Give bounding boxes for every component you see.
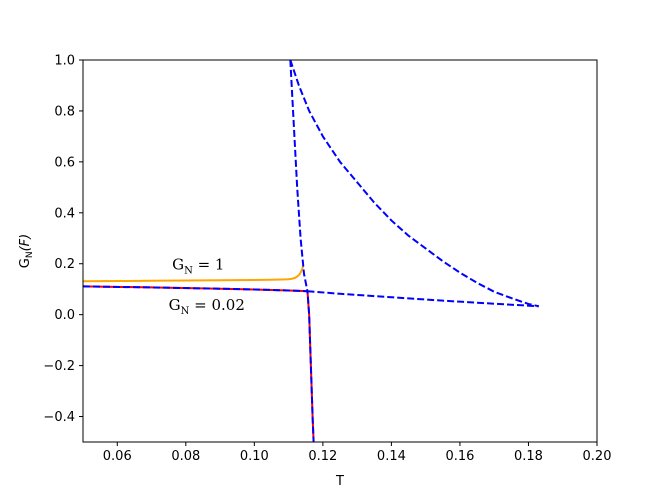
y-axis-label-main: G <box>18 258 33 268</box>
annotation-rest: = 1 <box>193 255 225 273</box>
x-tick-label: 0.12 <box>308 449 337 464</box>
annotation-1: GN = 1 <box>172 255 224 276</box>
x-tick-label: 0.14 <box>377 449 406 464</box>
x-tick-label: 0.20 <box>583 449 612 464</box>
annotation-2: GN = 0.02 <box>169 296 245 317</box>
annotation-main: G <box>169 296 181 314</box>
y-tick-label: 0.0 <box>54 308 75 323</box>
series-line-3 <box>83 285 315 442</box>
plot-frame <box>82 59 598 443</box>
series-line-1 <box>83 266 304 283</box>
x-tick-label: 0.06 <box>103 449 132 464</box>
y-tick-label: 0.8 <box>54 104 75 119</box>
y-axis-label: GN(F) <box>18 234 35 268</box>
series-line-4 <box>289 60 309 292</box>
y-tick-label: 0.6 <box>54 155 75 170</box>
x-tick-label: 0.18 <box>514 449 543 464</box>
series-group <box>83 60 539 442</box>
annotation-rest: = 0.02 <box>189 296 245 314</box>
y-tick-label: 0.4 <box>54 206 75 221</box>
x-tick-label: 0.10 <box>240 449 269 464</box>
annotations: GN = 1GN = 0.02 <box>169 255 245 317</box>
x-tick-label: 0.16 <box>445 449 474 464</box>
y-tick-label: −0.4 <box>43 410 75 425</box>
y-tick-label: 1.0 <box>54 54 75 69</box>
series-line-5 <box>289 60 539 308</box>
y-axis-label-arg: (F) <box>18 234 33 252</box>
x-tick-label: 0.08 <box>171 449 200 464</box>
annotation-main: G <box>172 255 184 273</box>
ticks: 0.06 0.08 0.10 0.12 0.14 0.16 0.18 0.20 −0.4 −0.2… <box>43 54 611 465</box>
y-axis-label-sub: N <box>25 251 35 258</box>
y-tick-label: 0.2 <box>54 257 75 272</box>
y-tick-label: −0.2 <box>43 359 75 374</box>
annotation-sub: N <box>181 306 190 317</box>
x-axis-label: T <box>335 474 344 489</box>
annotation-sub: N <box>184 265 193 276</box>
